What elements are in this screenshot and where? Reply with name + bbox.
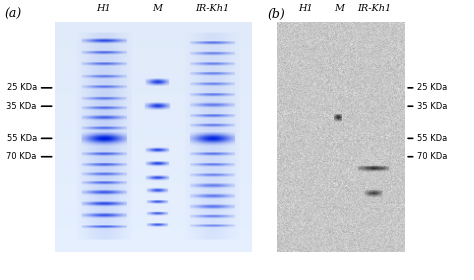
Text: H1: H1	[298, 4, 313, 13]
Text: 55 KDa: 55 KDa	[7, 134, 37, 143]
Text: 70 KDa: 70 KDa	[417, 152, 447, 161]
Text: 35 KDa: 35 KDa	[417, 102, 447, 111]
Text: M: M	[334, 4, 344, 13]
Text: (b): (b)	[268, 8, 285, 21]
Text: 25 KDa: 25 KDa	[7, 83, 37, 92]
Text: 35 KDa: 35 KDa	[7, 102, 37, 111]
Text: (a): (a)	[5, 8, 22, 21]
Text: IR-Kh1: IR-Kh1	[195, 4, 229, 13]
Text: IR-Kh1: IR-Kh1	[357, 4, 392, 13]
Text: 25 KDa: 25 KDa	[417, 83, 447, 92]
Text: H1: H1	[96, 4, 111, 13]
Text: 55 KDa: 55 KDa	[417, 134, 447, 143]
Text: M: M	[152, 4, 162, 13]
Text: 70 KDa: 70 KDa	[7, 152, 37, 161]
